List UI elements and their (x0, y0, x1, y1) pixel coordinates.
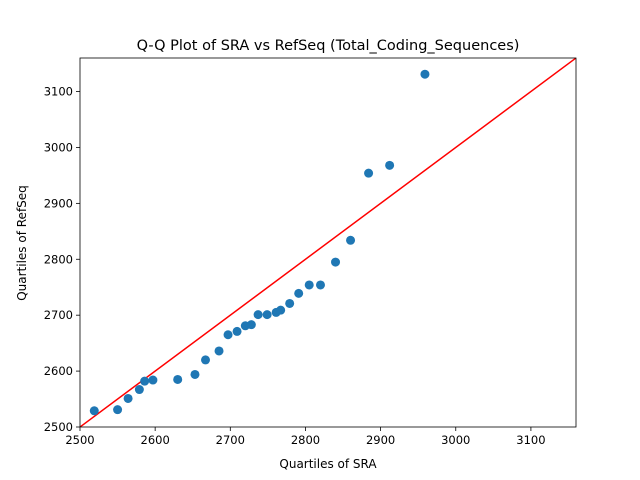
y-tick-label: 3100 (44, 85, 73, 99)
y-tick-label: 2500 (44, 420, 73, 434)
data-point-7 (173, 374, 183, 384)
y-axis: 2500 2600 2700 2800 2900 3000 3100 (44, 85, 80, 434)
data-point-12 (232, 326, 242, 336)
data-point-6 (148, 375, 158, 385)
data-point-27 (420, 69, 430, 79)
data-point-14 (246, 320, 256, 330)
x-tick-label: 2900 (366, 433, 395, 447)
data-point-23 (331, 257, 341, 267)
data-point-11 (223, 330, 233, 340)
data-point-21 (304, 280, 314, 290)
y-tick-label: 2600 (44, 364, 73, 378)
y-tick-label: 3000 (44, 140, 73, 154)
data-point-18 (276, 305, 286, 315)
x-tick-label: 2600 (141, 433, 170, 447)
data-point-25 (364, 168, 374, 178)
data-point-26 (385, 160, 395, 170)
points-group (89, 69, 430, 416)
y-axis-label: Quartiles of RefSeq (15, 185, 29, 301)
data-point-15 (253, 310, 263, 320)
plot-frame (79, 57, 577, 428)
reference-line (80, 58, 576, 427)
data-point-10 (214, 346, 224, 356)
data-point-8 (190, 369, 200, 379)
x-tick-label: 2500 (65, 433, 94, 447)
y-tick-label: 2800 (44, 252, 73, 266)
x-tick-label: 3100 (516, 433, 545, 447)
data-point-24 (346, 235, 356, 245)
data-point-19 (285, 298, 295, 308)
x-tick-label: 2800 (291, 433, 320, 447)
data-point-1 (89, 406, 99, 416)
x-tick-label: 2700 (216, 433, 245, 447)
chart-title: Q-Q Plot of SRA vs RefSeq (Total_Coding_… (137, 38, 520, 54)
data-point-5 (140, 376, 150, 386)
data-point-20 (294, 288, 304, 298)
plot-area (79, 57, 577, 428)
data-point-9 (201, 355, 211, 365)
data-point-2 (113, 405, 123, 415)
data-point-16 (262, 310, 272, 320)
data-point-4 (134, 385, 144, 395)
data-point-22 (315, 280, 325, 290)
x-axis: 2500 2600 2700 2800 2900 3000 3100 (65, 427, 546, 447)
x-axis-label: Quartiles of SRA (279, 457, 377, 471)
x-tick-label: 3000 (441, 433, 470, 447)
y-tick-label: 2700 (44, 308, 73, 322)
data-point-3 (123, 393, 133, 403)
y-tick-label: 2900 (44, 196, 73, 210)
